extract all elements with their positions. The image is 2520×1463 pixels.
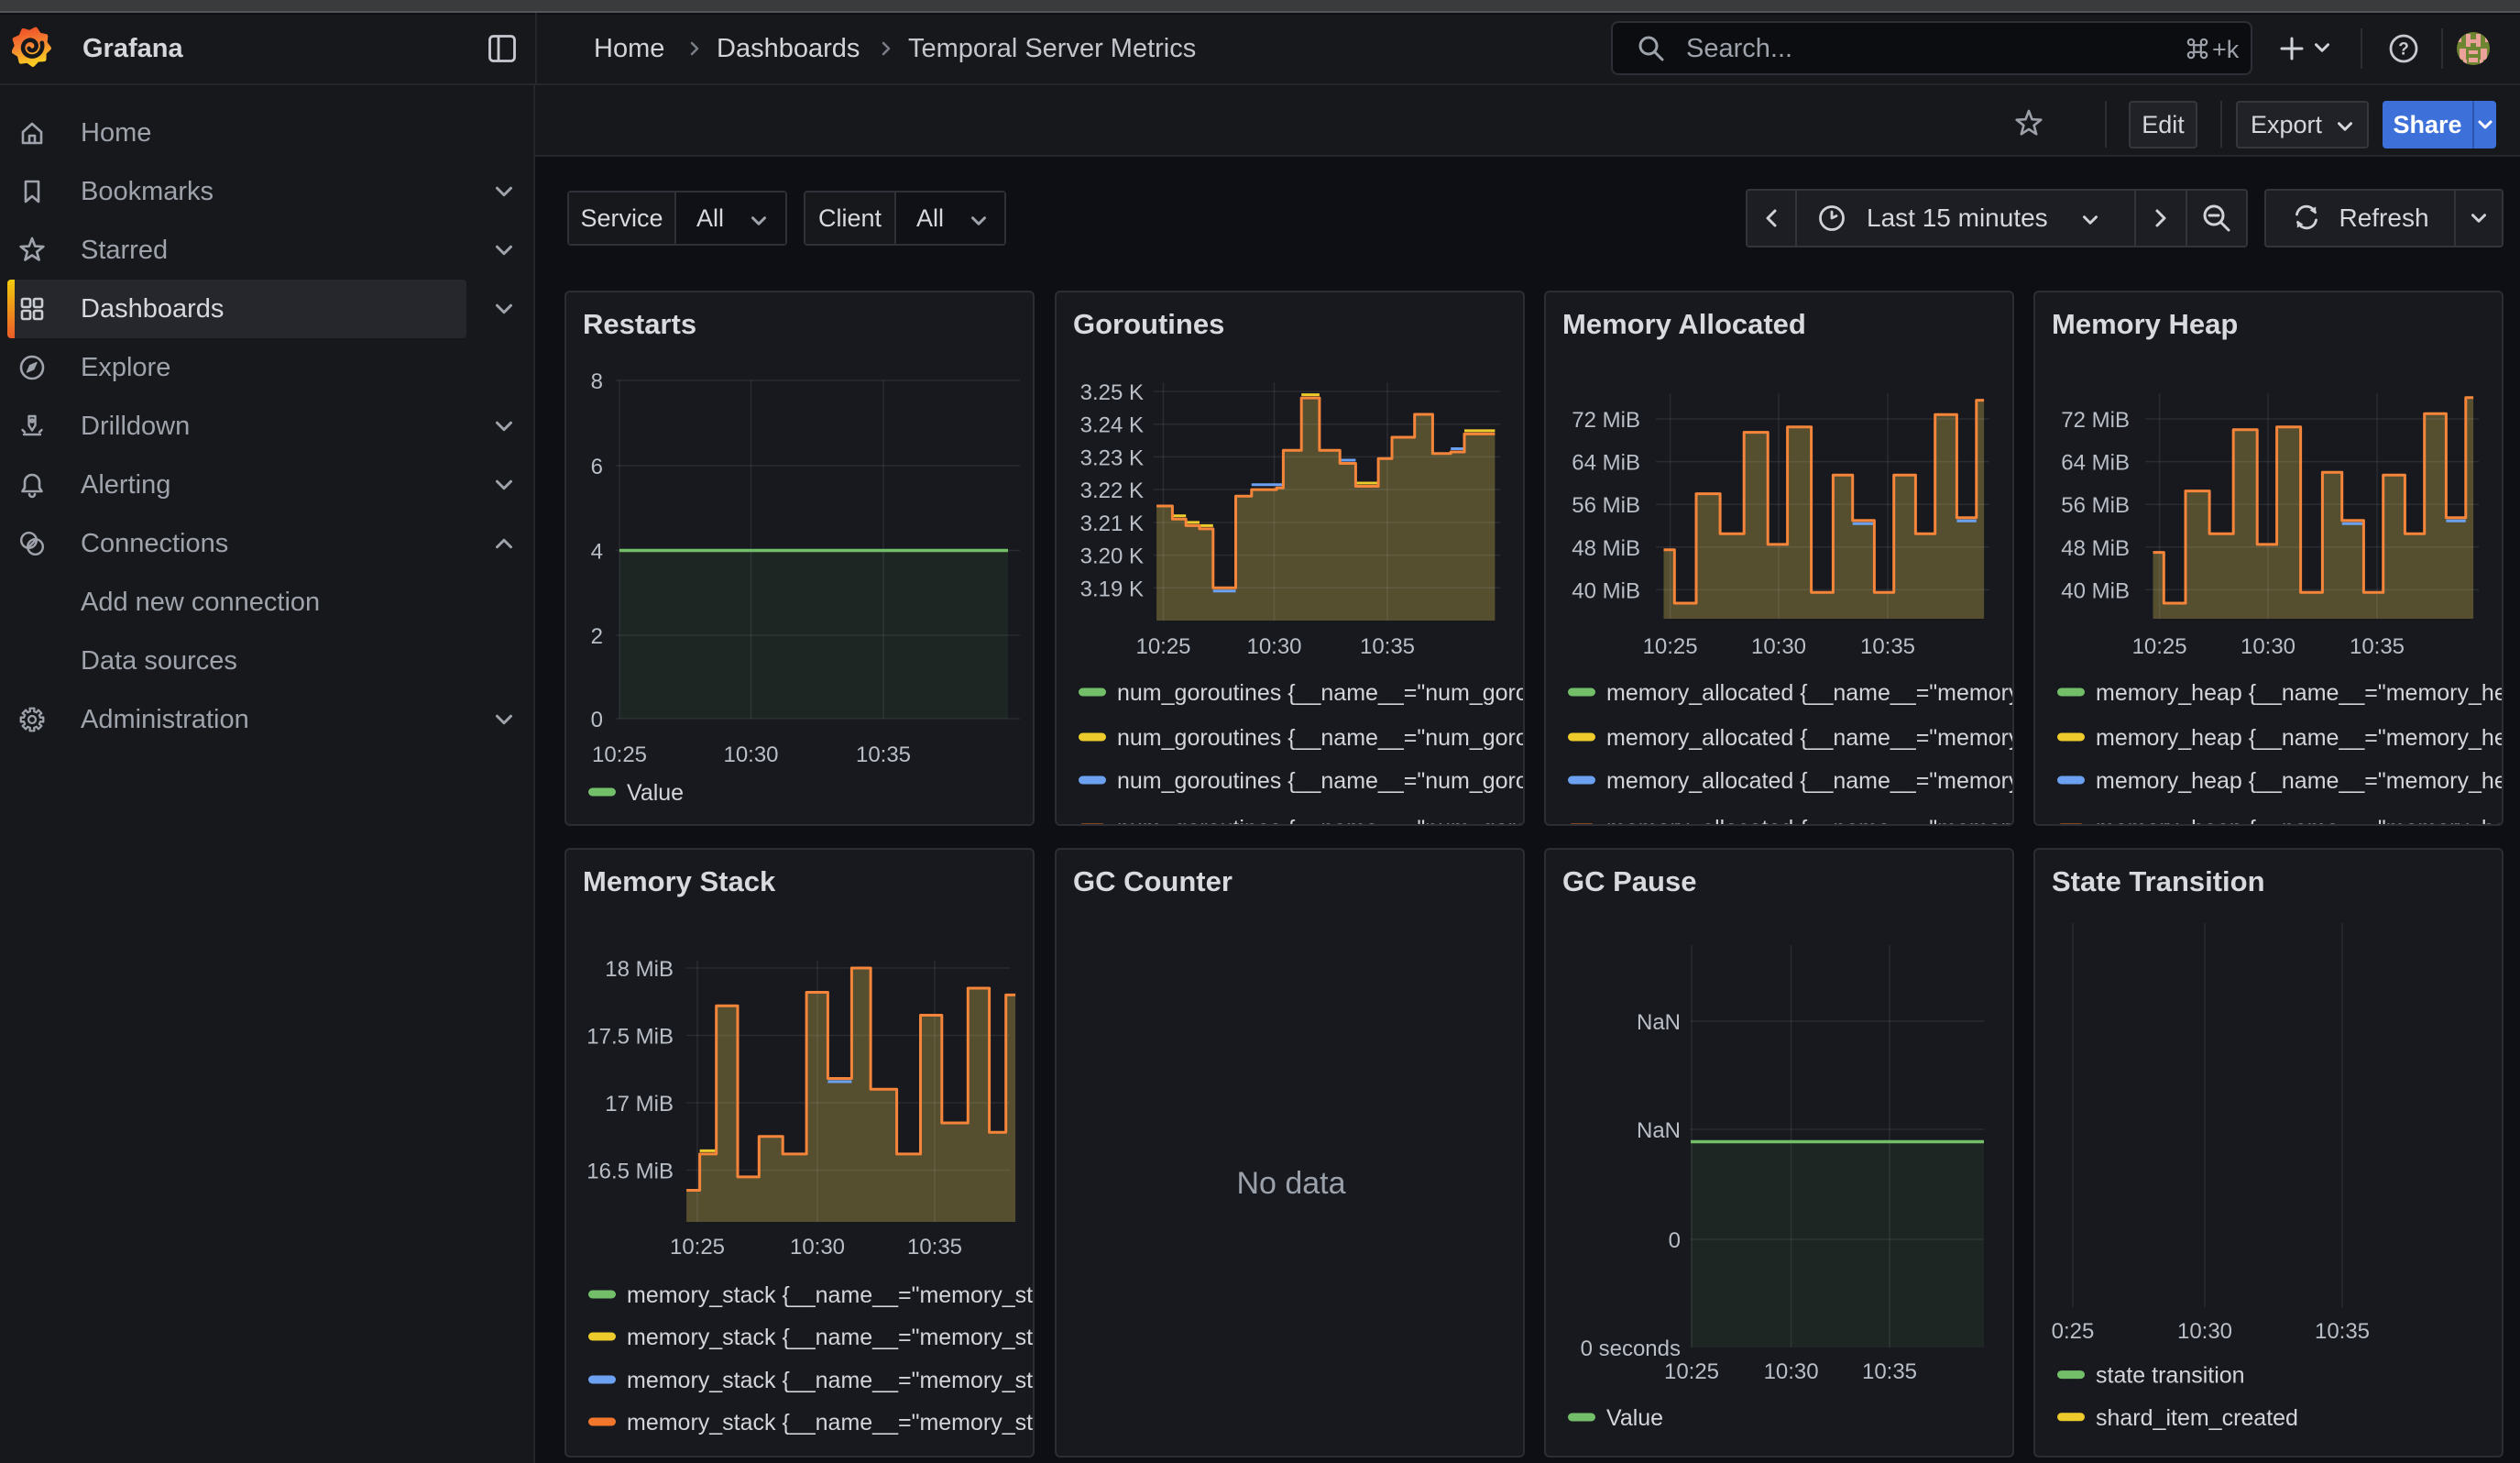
svg-text:shard_item_created: shard_item_created: [2096, 1405, 2298, 1431]
svg-text:8: 8: [591, 369, 603, 394]
svg-text:48 MiB: 48 MiB: [1572, 536, 1640, 561]
svg-text:num_goroutines {__name__="num_: num_goroutines {__name__="num_goroutines…: [1117, 680, 1525, 706]
svg-text:Restarts: Restarts: [583, 308, 696, 340]
svg-text:0:25: 0:25: [2052, 1319, 2095, 1344]
svg-text:17.5 MiB: 17.5 MiB: [586, 1025, 674, 1050]
svg-text:10:25: 10:25: [1664, 1359, 1719, 1384]
svg-text:memory_heap {__name__="memory_: memory_heap {__name__="memory_heap", ins…: [2096, 816, 2504, 826]
svg-text:3.23 K: 3.23 K: [1080, 446, 1144, 470]
svg-text:17 MiB: 17 MiB: [605, 1092, 674, 1116]
svg-text:3.19 K: 3.19 K: [1080, 577, 1144, 601]
svg-text:10:30: 10:30: [790, 1235, 845, 1260]
svg-text:state transition: state transition: [2096, 1363, 2245, 1389]
svg-text:memory_stack {__name__="memory: memory_stack {__name__="memory_stack", i…: [627, 1410, 1035, 1436]
svg-text:3.25 K: 3.25 K: [1080, 380, 1144, 405]
svg-text:memory_stack {__name__="memory: memory_stack {__name__="memory_stack", i…: [627, 1368, 1035, 1393]
svg-text:10:35: 10:35: [1862, 1359, 1917, 1384]
svg-text:48 MiB: 48 MiB: [2061, 536, 2130, 561]
svg-text:10:25: 10:25: [670, 1235, 725, 1260]
svg-text:memory_allocated {__name__="me: memory_allocated {__name__="memory_alloc…: [1606, 816, 2014, 826]
svg-text:40 MiB: 40 MiB: [1572, 578, 1640, 603]
svg-text:10:35: 10:35: [1860, 634, 1915, 659]
svg-text:10:25: 10:25: [1135, 634, 1190, 659]
svg-text:GC Pause: GC Pause: [1562, 865, 1696, 897]
svg-text:num_goroutines {__name__="num_: num_goroutines {__name__="num_goroutines…: [1117, 768, 1525, 794]
svg-text:memory_heap {__name__="memory_: memory_heap {__name__="memory_heap", ins…: [2096, 680, 2504, 706]
svg-text:3.24 K: 3.24 K: [1080, 413, 1144, 438]
svg-text:?: ?: [2398, 40, 2409, 60]
svg-text:num_goroutines {__name__="num_: num_goroutines {__name__="num_goroutines…: [1117, 725, 1525, 751]
svg-text:Memory Stack: Memory Stack: [583, 865, 776, 897]
svg-text:4: 4: [591, 540, 603, 565]
svg-text:16.5 MiB: 16.5 MiB: [586, 1160, 674, 1184]
svg-text:3.20 K: 3.20 K: [1080, 544, 1144, 569]
svg-text:No data: No data: [1236, 1166, 1345, 1201]
svg-text:Value: Value: [627, 780, 684, 806]
svg-text:3.22 K: 3.22 K: [1080, 478, 1144, 503]
svg-text:Value: Value: [1606, 1405, 1663, 1431]
svg-text:10:30: 10:30: [1246, 634, 1301, 659]
svg-text:6: 6: [591, 455, 603, 479]
svg-text:10:35: 10:35: [2350, 634, 2405, 659]
svg-text:18 MiB: 18 MiB: [605, 957, 674, 982]
svg-text:Memory Allocated: Memory Allocated: [1562, 308, 1806, 340]
svg-text:10:25: 10:25: [1643, 634, 1698, 659]
svg-text:0: 0: [1669, 1228, 1681, 1253]
svg-text:10:25: 10:25: [2132, 634, 2187, 659]
svg-text:Goroutines: Goroutines: [1073, 308, 1224, 340]
svg-text:0: 0: [591, 708, 603, 732]
svg-text:3.21 K: 3.21 K: [1080, 512, 1144, 536]
svg-text:num_goroutines {__name__="num_: num_goroutines {__name__="num_goroutines…: [1117, 816, 1525, 826]
svg-text:10:30: 10:30: [1764, 1359, 1819, 1384]
svg-text:memory_allocated {__name__="me: memory_allocated {__name__="memory_alloc…: [1606, 680, 2014, 706]
svg-text:56 MiB: 56 MiB: [1572, 493, 1640, 518]
svg-text:NaN: NaN: [1637, 1010, 1681, 1035]
svg-text:memory_allocated {__name__="me: memory_allocated {__name__="memory_alloc…: [1606, 725, 2014, 751]
svg-text:10:30: 10:30: [723, 742, 778, 767]
svg-text:10:35: 10:35: [2315, 1319, 2370, 1344]
svg-text:64 MiB: 64 MiB: [1572, 451, 1640, 476]
svg-text:10:30: 10:30: [2177, 1319, 2232, 1344]
svg-text:Memory Heap: Memory Heap: [2052, 308, 2238, 340]
svg-text:memory_allocated {__name__="me: memory_allocated {__name__="memory_alloc…: [1606, 768, 2014, 794]
svg-text:10:35: 10:35: [856, 742, 911, 767]
svg-text:10:30: 10:30: [1751, 634, 1806, 659]
svg-text:40 MiB: 40 MiB: [2061, 578, 2130, 603]
svg-text:72 MiB: 72 MiB: [2061, 408, 2130, 433]
svg-text:10:25: 10:25: [592, 742, 647, 767]
svg-text:56 MiB: 56 MiB: [2061, 493, 2130, 518]
svg-text:10:35: 10:35: [1360, 634, 1415, 659]
svg-text:10:35: 10:35: [907, 1235, 962, 1260]
svg-text:10:30: 10:30: [2241, 634, 2295, 659]
svg-text:State Transition: State Transition: [2052, 865, 2265, 897]
svg-text:72 MiB: 72 MiB: [1572, 408, 1640, 433]
svg-text:GC Counter: GC Counter: [1073, 865, 1233, 897]
svg-text:0 seconds: 0 seconds: [1581, 1336, 1681, 1361]
svg-text:memory_heap {__name__="memory_: memory_heap {__name__="memory_heap", ins…: [2096, 768, 2504, 794]
svg-text:2: 2: [591, 624, 603, 649]
svg-text:memory_stack {__name__="memory: memory_stack {__name__="memory_stack", i…: [627, 1325, 1035, 1350]
svg-text:64 MiB: 64 MiB: [2061, 451, 2130, 476]
svg-text:memory_stack {__name__="memory: memory_stack {__name__="memory_stack", i…: [627, 1282, 1035, 1308]
svg-text:NaN: NaN: [1637, 1118, 1681, 1143]
svg-text:memory_heap {__name__="memory_: memory_heap {__name__="memory_heap", ins…: [2096, 725, 2504, 751]
